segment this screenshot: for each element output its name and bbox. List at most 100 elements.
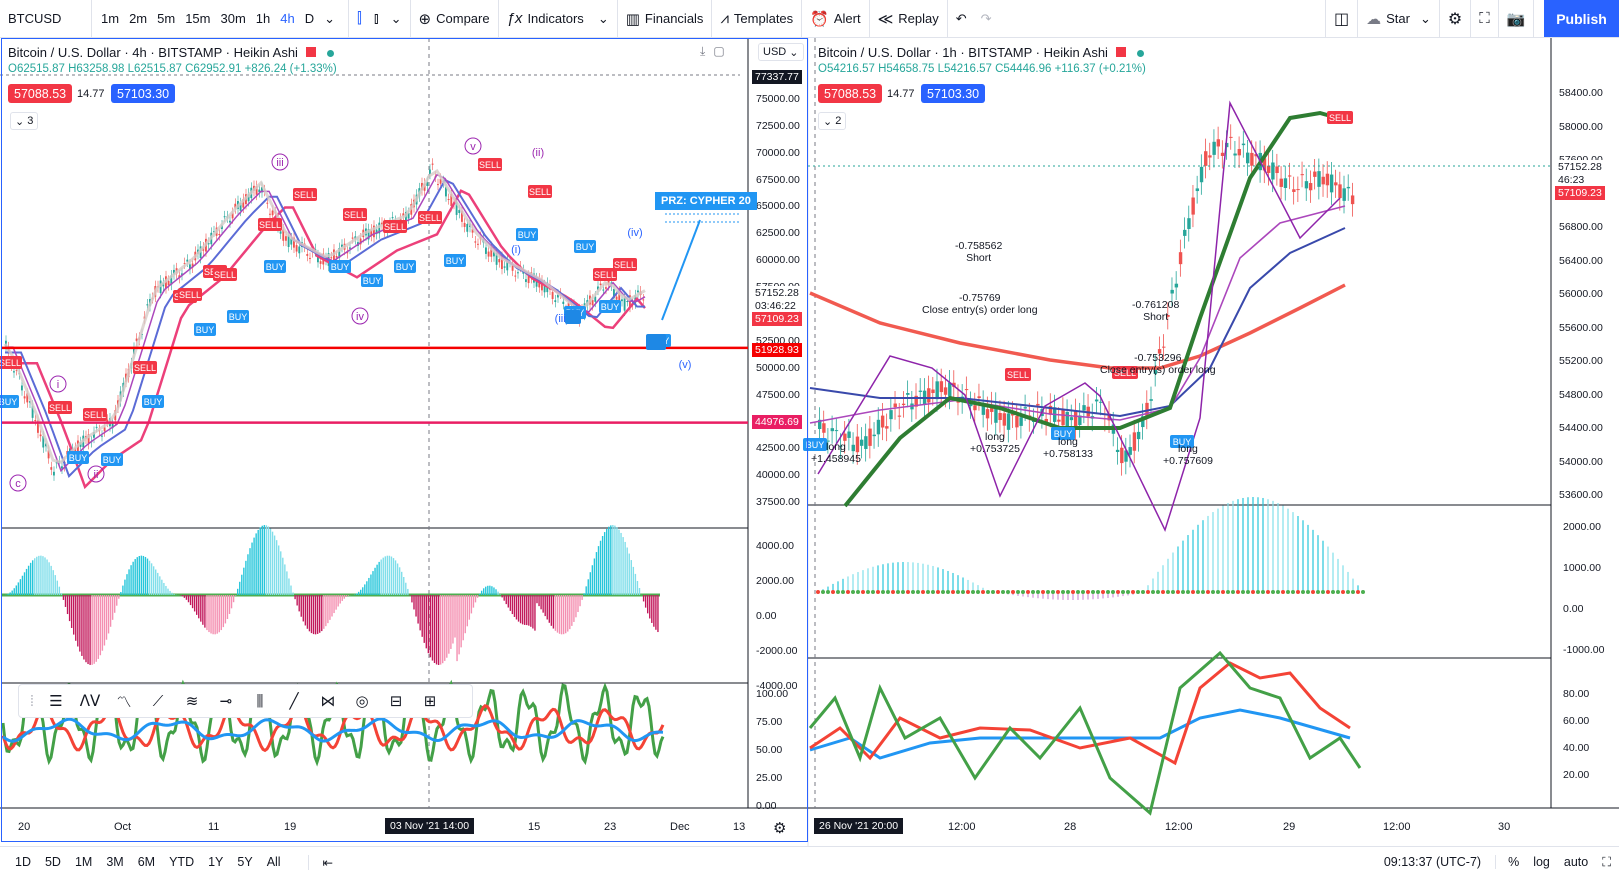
left-candle bbox=[431, 163, 434, 165]
arrow-down-icon[interactable]: ⤓ bbox=[700, 44, 706, 58]
right-bid-badge[interactable]: 57088.53 bbox=[818, 84, 883, 103]
replay-button[interactable]: ≪ Replay bbox=[870, 0, 948, 38]
horizontal-ray-icon[interactable]: ⊸ bbox=[219, 693, 233, 710]
left-osc-label: 4000.00 bbox=[756, 540, 794, 552]
abcd-pattern-icon[interactable]: ᐱᐯ bbox=[79, 693, 101, 710]
left-candle bbox=[258, 189, 261, 193]
right-candle bbox=[1321, 176, 1325, 185]
percent-toggle[interactable]: % bbox=[1495, 855, 1519, 869]
right-candle bbox=[1178, 252, 1183, 265]
redo-icon[interactable]: ↷ bbox=[980, 10, 992, 26]
range-1d[interactable]: 1D bbox=[15, 854, 31, 869]
left-time-label: 11 bbox=[208, 821, 220, 833]
fullscreen-icon[interactable]: ⛶ bbox=[1602, 854, 1611, 869]
tf-4h[interactable]: 4h bbox=[280, 11, 295, 26]
right-ask-badge[interactable]: 57103.30 bbox=[921, 84, 986, 103]
candles-icon[interactable]: ⫿ bbox=[357, 10, 362, 27]
short-position-icon[interactable]: ⊞ bbox=[423, 693, 437, 710]
xabcd-pattern-icon[interactable]: ⋈ bbox=[320, 693, 336, 710]
gear-icon[interactable]: ⚙ bbox=[773, 820, 787, 837]
right-candle bbox=[1174, 283, 1179, 288]
right-candle bbox=[826, 440, 830, 442]
range-6m[interactable]: 6M bbox=[137, 854, 156, 869]
range-5d[interactable]: 5D bbox=[44, 854, 61, 869]
tf-2m[interactable]: 2m bbox=[129, 11, 148, 26]
fx-icon: ƒx bbox=[506, 10, 523, 27]
maximize-icon[interactable]: ▢ bbox=[713, 44, 725, 58]
star-button[interactable]: ☁ Star ⌄ bbox=[1358, 0, 1440, 38]
left-bid-badge[interactable]: 57088.53 bbox=[8, 84, 73, 103]
undo-icon[interactable]: ↶ bbox=[955, 10, 967, 26]
right-candle bbox=[1308, 183, 1313, 191]
right-osc-dot bbox=[1041, 590, 1045, 594]
right-osc-dot bbox=[1341, 590, 1345, 594]
bars-pattern-icon[interactable]: ⫼ bbox=[256, 692, 264, 710]
buy-signal bbox=[803, 438, 827, 451]
tf-d[interactable]: D bbox=[304, 11, 315, 26]
range-1y[interactable]: 1Y bbox=[208, 854, 224, 869]
buy-signal bbox=[0, 395, 19, 408]
publish-button[interactable]: Publish bbox=[1544, 0, 1619, 37]
chevron-down-icon[interactable]: ⌄ bbox=[390, 10, 402, 26]
buy-signal bbox=[264, 260, 286, 273]
range-ytd[interactable]: YTD bbox=[169, 854, 195, 869]
bars-icon[interactable]: ⫾ bbox=[373, 10, 379, 27]
left-candle bbox=[426, 181, 429, 186]
right-osc-dot bbox=[821, 590, 825, 594]
fib-fan-icon[interactable]: ≋ bbox=[185, 693, 199, 710]
date-range-icon[interactable]: ⇤ bbox=[307, 854, 340, 870]
annotation-long-2: long +0.753725 bbox=[970, 431, 1020, 455]
alert-button[interactable]: ⏰ Alert bbox=[802, 0, 870, 38]
fib-tool-icon[interactable]: ☰ bbox=[49, 693, 63, 710]
snapshot-button[interactable]: 📷 bbox=[1499, 0, 1535, 38]
left-ask-badge[interactable]: 57103.30 bbox=[111, 84, 176, 103]
tf-1m[interactable]: 1m bbox=[101, 11, 120, 26]
wave-label: (i) bbox=[511, 244, 521, 256]
long-position-icon[interactable]: ⊟ bbox=[389, 693, 403, 710]
tf-30m[interactable]: 30m bbox=[220, 11, 246, 26]
tf-1h[interactable]: 1h bbox=[255, 11, 271, 26]
log-toggle[interactable]: log bbox=[1533, 855, 1550, 869]
circle-tool-icon[interactable]: ◎ bbox=[355, 693, 369, 710]
sell-signal-label: SELL bbox=[84, 410, 106, 420]
buy-signal-label: BUY bbox=[103, 455, 122, 465]
chart-canvas[interactable]: SELLSELLSELLSELLSELLSELLSELLSELLSELLSELL… bbox=[0, 38, 1619, 846]
currency-selector[interactable]: USD ⌄ bbox=[758, 43, 804, 61]
chevron-down-icon[interactable]: ⌄ bbox=[597, 10, 609, 26]
sell-signal bbox=[1112, 366, 1138, 379]
right-osc-label: 2000.00 bbox=[1563, 521, 1601, 533]
timeframe-dropdown-icon[interactable]: ⌄ bbox=[324, 10, 336, 26]
range-all[interactable]: All bbox=[266, 854, 281, 869]
layout-button[interactable]: ◫ bbox=[1325, 0, 1359, 38]
clock[interactable]: 09:13:37 (UTC-7) bbox=[1383, 855, 1482, 869]
chevron-down-icon[interactable]: ⌄ bbox=[1419, 10, 1431, 26]
templates-button[interactable]: ⩘ Templates bbox=[712, 0, 803, 38]
indicators-button[interactable]: ƒx Indicators ⌄ bbox=[499, 0, 618, 38]
right-rsi-label: 40.00 bbox=[1563, 742, 1590, 754]
right-candle bbox=[855, 436, 860, 453]
drag-handle-icon[interactable]: ⁞ bbox=[29, 692, 35, 710]
left-indicator-collapse[interactable]: ⌄ 3 bbox=[10, 112, 39, 130]
trend-line-icon[interactable]: ╱ bbox=[289, 693, 299, 710]
right-indicator-collapse[interactable]: ⌄ 2 bbox=[818, 112, 847, 130]
tf-5m[interactable]: 5m bbox=[157, 11, 176, 26]
financials-button[interactable]: ▥ Financials bbox=[618, 0, 713, 38]
range-1m[interactable]: 1M bbox=[74, 854, 93, 869]
elliott-wave-icon[interactable]: 〽 bbox=[116, 693, 132, 711]
path-tool-icon[interactable]: ⟋ bbox=[152, 692, 164, 710]
right-osc-dot bbox=[976, 590, 980, 594]
right-osc-dot bbox=[1306, 590, 1310, 594]
range-5y[interactable]: 5Y bbox=[237, 854, 253, 869]
settings-button[interactable]: ⚙ bbox=[1440, 0, 1472, 38]
left-osc-label: -4000.00 bbox=[756, 680, 798, 692]
right-candle bbox=[948, 382, 952, 397]
left-candle bbox=[285, 236, 287, 241]
range-3m[interactable]: 3M bbox=[106, 854, 124, 869]
compare-button[interactable]: ⊕ Compare bbox=[411, 0, 499, 38]
symbol-search[interactable]: BTCUSD bbox=[0, 0, 92, 38]
fullscreen-button[interactable]: ⛶ bbox=[1471, 0, 1499, 38]
bar-style-button[interactable]: ⫿ ⫾ ⌄ bbox=[349, 0, 411, 38]
tf-15m[interactable]: 15m bbox=[185, 11, 211, 26]
right-candle bbox=[843, 433, 847, 441]
auto-toggle[interactable]: auto bbox=[1563, 855, 1589, 869]
